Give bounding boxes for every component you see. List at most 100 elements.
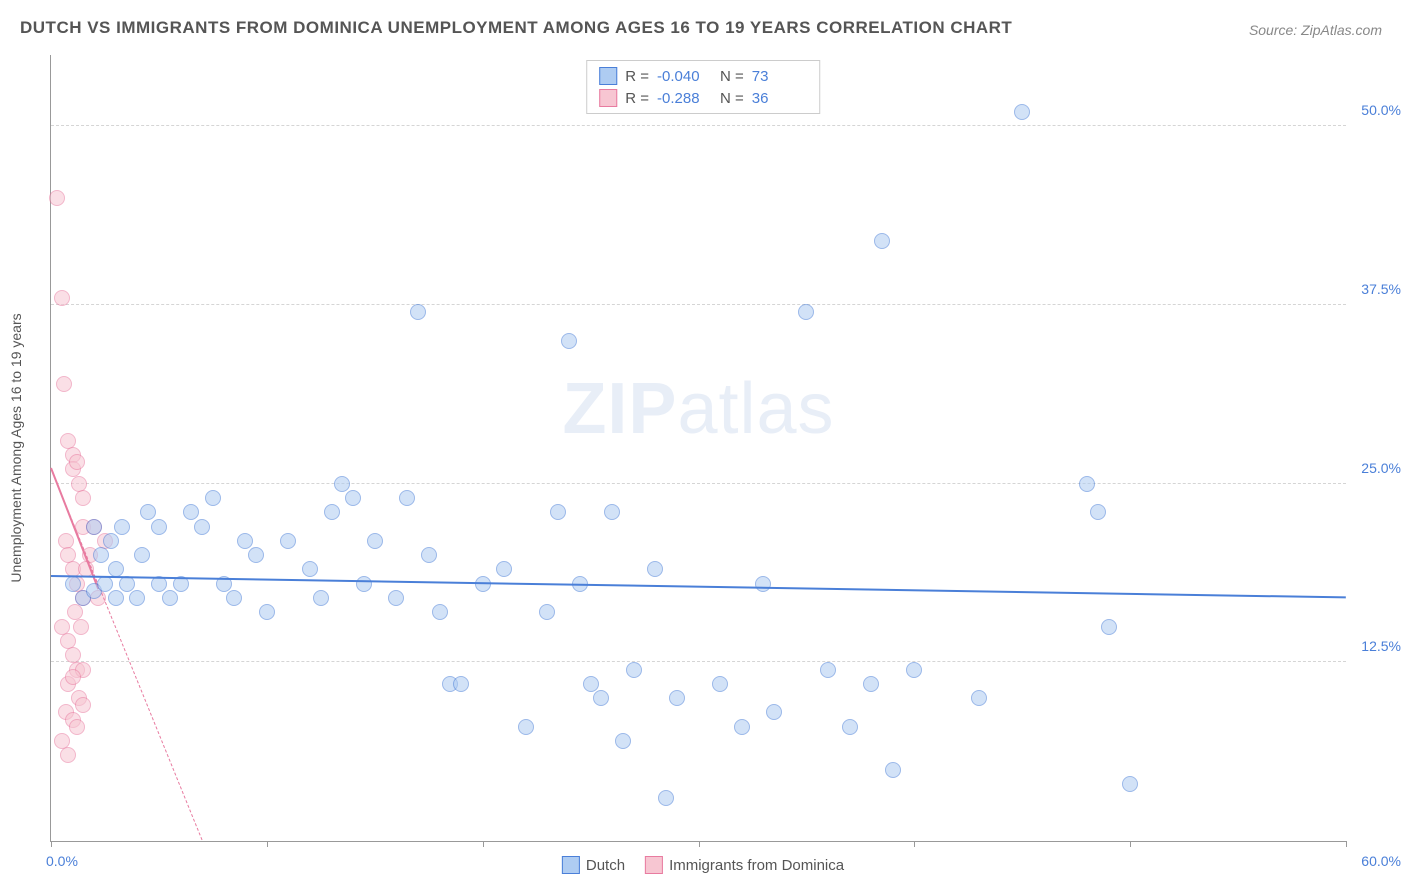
trend-line [51,575,1346,598]
data-point [108,590,124,606]
data-point [647,561,663,577]
data-point [669,690,685,706]
data-point [906,662,922,678]
data-point [842,719,858,735]
data-point [75,490,91,506]
data-point [604,504,620,520]
data-point [86,519,102,535]
gridline [51,304,1346,305]
data-point [367,533,383,549]
data-point [550,504,566,520]
data-point [388,590,404,606]
data-point [248,547,264,563]
data-point [60,747,76,763]
x-tick [914,841,915,847]
data-point [73,619,89,635]
data-point [134,547,150,563]
data-point [399,490,415,506]
r-label: R = [625,68,649,85]
r-value: -0.040 [657,68,712,85]
legend-item: Dutch [562,856,625,874]
data-point [885,762,901,778]
r-value: -0.288 [657,90,712,107]
data-point [205,490,221,506]
legend-swatch [562,856,580,874]
data-point [496,561,512,577]
data-point [129,590,145,606]
legend-series-name: Dutch [586,857,625,874]
n-label: N = [720,90,744,107]
y-tick-label: 25.0% [1351,460,1401,476]
y-tick-label: 37.5% [1351,281,1401,297]
watermark: ZIPatlas [562,368,834,450]
data-point [162,590,178,606]
data-point [114,519,130,535]
data-point [302,561,318,577]
data-point [151,519,167,535]
source-attribution: Source: ZipAtlas.com [1249,22,1382,38]
data-point [755,576,771,592]
data-point [194,519,210,535]
x-axis-max-label: 60.0% [1361,853,1401,869]
legend-series-name: Immigrants from Dominica [669,857,844,874]
data-point [561,333,577,349]
n-value: 73 [752,68,807,85]
data-point [54,290,70,306]
legend-item: Immigrants from Dominica [645,856,844,874]
x-axis-min-label: 0.0% [46,853,78,869]
data-point [874,233,890,249]
legend-stats-row: R =-0.288N =36 [599,87,807,109]
data-point [313,590,329,606]
legend-stats-row: R = -0.040 N = 73 [599,65,807,87]
gridline [51,483,1346,484]
data-point [69,454,85,470]
data-point [421,547,437,563]
scatter-chart: ZIPatlas Unemployment Among Ages 16 to 1… [50,55,1346,842]
data-point [432,604,448,620]
data-point [280,533,296,549]
data-point [49,190,65,206]
x-tick [51,841,52,847]
data-point [518,719,534,735]
data-point [183,504,199,520]
data-point [712,676,728,692]
data-point [226,590,242,606]
data-point [65,669,81,685]
legend-swatch [599,67,617,85]
gridline [51,125,1346,126]
data-point [56,376,72,392]
data-point [863,676,879,692]
data-point [140,504,156,520]
data-point [237,533,253,549]
data-point [69,719,85,735]
x-tick [1130,841,1131,847]
data-point [65,576,81,592]
data-point [626,662,642,678]
y-tick-label: 12.5% [1351,638,1401,654]
data-point [1090,504,1106,520]
data-point [75,697,91,713]
r-label: R = [625,90,649,107]
data-point [345,490,361,506]
data-point [766,704,782,720]
x-tick [267,841,268,847]
data-point [1014,104,1030,120]
data-point [97,576,113,592]
data-point [356,576,372,592]
n-label: N = [720,68,744,85]
data-point [734,719,750,735]
data-point [453,676,469,692]
data-point [93,547,109,563]
data-point [334,476,350,492]
data-point [103,533,119,549]
data-point [1079,476,1095,492]
data-point [798,304,814,320]
legend-swatch [645,856,663,874]
data-point [259,604,275,620]
data-point [1101,619,1117,635]
y-tick-label: 50.0% [1351,102,1401,118]
legend-stats-box: R =-0.040N =73R =-0.288N =36 [586,60,820,114]
x-tick [483,841,484,847]
data-point [539,604,555,620]
data-point [820,662,836,678]
